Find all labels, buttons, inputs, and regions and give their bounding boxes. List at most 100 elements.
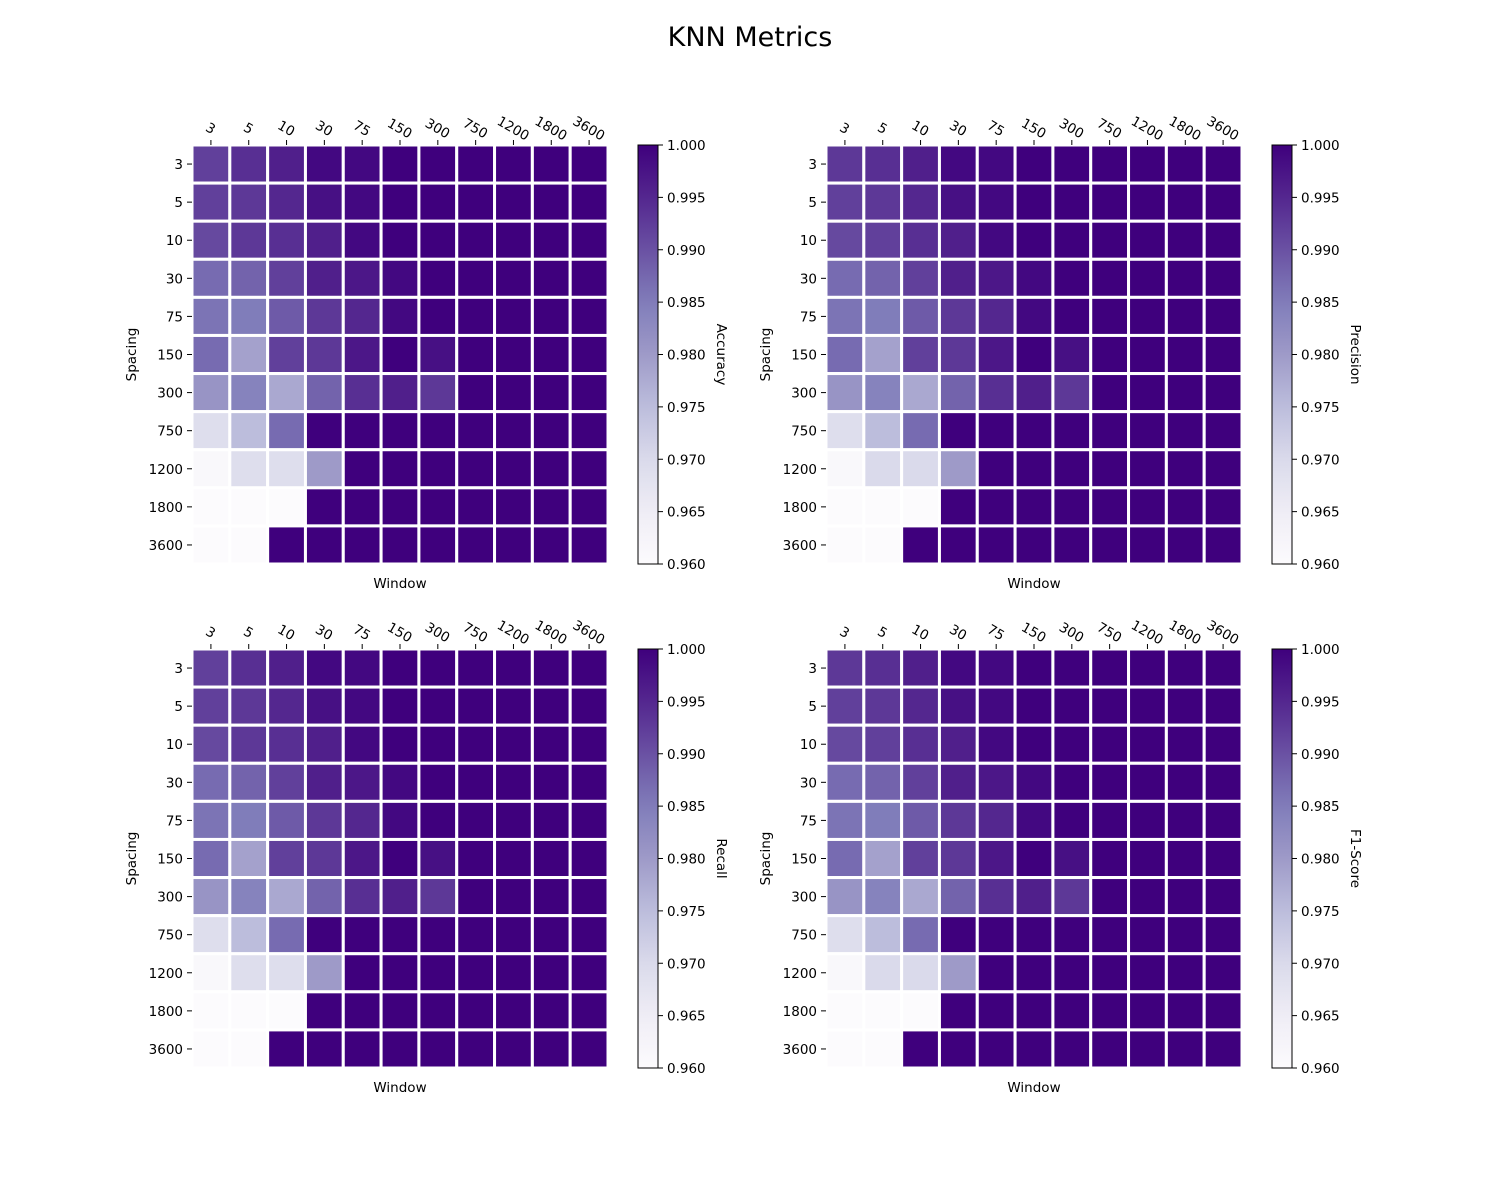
heatmap-cell (900, 914, 941, 956)
heatmap-cell (1089, 295, 1131, 337)
heatmap-cell (937, 410, 979, 452)
heatmap-cell (568, 837, 610, 880)
heatmap-cell (379, 1028, 421, 1070)
heatmap-cell (900, 372, 941, 414)
heatmap-cell (341, 181, 383, 223)
heatmap-cell (266, 410, 307, 452)
heatmap-cell (455, 143, 497, 185)
heatmap-cell (493, 295, 534, 337)
heatmap-cell (862, 524, 904, 566)
heatmap-cell (530, 448, 572, 490)
heatmap-cell (530, 486, 572, 528)
y-tick-label: 75 (800, 813, 817, 829)
heatmap-cell (937, 723, 979, 765)
heatmap-cell (1051, 837, 1093, 880)
heatmap-cell (568, 143, 610, 185)
y-tick-label: 30 (800, 775, 817, 791)
y-tick-label: 3 (808, 661, 817, 677)
heatmap-cell (975, 181, 1017, 223)
heatmap-cell (862, 333, 904, 376)
y-tick-label: 150 (157, 852, 183, 868)
heatmap-panels: 3 5 10 30 75 150 300 750 1200 1800 3600 3 5 10 30 75 150… (124, 113, 1363, 1096)
heatmap-cell (379, 333, 421, 376)
y-tick-label: 750 (791, 424, 817, 440)
heatmap-cell (379, 524, 421, 566)
heatmap-cell (417, 723, 459, 765)
heatmap-cell (900, 685, 941, 727)
heatmap-cell (455, 448, 497, 490)
y-tick-label: 1200 (783, 462, 817, 478)
heatmap-cell (417, 799, 459, 841)
heatmap-cell (530, 181, 572, 223)
y-tick-label: 5 (174, 699, 183, 715)
heatmap-cell (493, 761, 534, 803)
heatmap-cell (1051, 181, 1093, 223)
heatmap-cell (1013, 990, 1055, 1032)
colorbar-tick-label: 0.960 (1301, 557, 1340, 573)
heatmap-cell (417, 837, 459, 880)
heatmap-cell (530, 647, 572, 689)
heatmap-cell (1051, 990, 1093, 1032)
heatmap-cell (228, 410, 270, 452)
y-tick-label: 10 (800, 233, 817, 249)
heatmap-cell (1013, 647, 1055, 689)
heatmap-cell (937, 448, 979, 490)
heatmap-cell (1089, 990, 1131, 1032)
heatmap-cell (493, 799, 534, 841)
heatmap-cell (1164, 685, 1206, 727)
heatmap-cell (1013, 143, 1055, 185)
heatmap-cell (493, 876, 534, 918)
heatmap-cell (493, 685, 534, 727)
colorbar-tick-label: 0.990 (1301, 747, 1340, 763)
y-tick-label: 75 (800, 309, 817, 325)
heatmap-cell (455, 410, 497, 452)
heatmap-cell (1051, 143, 1093, 185)
heatmap-cell (824, 723, 866, 765)
heatmap-cell (1013, 723, 1055, 765)
heatmap-cell (303, 837, 345, 880)
heatmap-cell (1202, 685, 1244, 727)
heatmap-cell (1202, 448, 1244, 490)
heatmap-cell (1089, 333, 1131, 376)
heatmap-cell (379, 219, 421, 261)
heatmap-cell (266, 486, 307, 528)
heatmap-cell (568, 761, 610, 803)
heatmap-cell (190, 952, 232, 994)
heatmap-cell (1202, 486, 1244, 528)
heatmap-cell (1013, 295, 1055, 337)
y-tick-label: 3600 (149, 538, 183, 554)
heatmap-cell (1089, 685, 1131, 727)
heatmap-cell (1127, 799, 1168, 841)
heatmap-cell (190, 761, 232, 803)
heatmap-cell (1089, 647, 1131, 689)
heatmap-cell (568, 799, 610, 841)
heatmap-cell (266, 761, 307, 803)
heatmap-cell (568, 876, 610, 918)
heatmap-cell (1164, 257, 1206, 299)
heatmap-cell (190, 448, 232, 490)
y-tick-label: 300 (791, 386, 817, 402)
heatmap-cell (900, 524, 941, 566)
heatmap-cell (266, 257, 307, 299)
heatmap-cell (417, 448, 459, 490)
heatmap-cell (975, 448, 1017, 490)
heatmap-cell (303, 219, 345, 261)
heatmap-cell (417, 914, 459, 956)
heatmap-cell (1013, 219, 1055, 261)
colorbar-tick-label: 1.000 (667, 138, 706, 154)
heatmap-cell (266, 372, 307, 414)
y-tick-label: 1200 (783, 966, 817, 982)
heatmap-cell (493, 914, 534, 956)
heatmap-cell (417, 876, 459, 918)
x-tick-label: 75 (350, 118, 373, 140)
y-axis-label: Spacing (124, 832, 140, 886)
heatmap-cell (379, 914, 421, 956)
heatmap-cell (900, 181, 941, 223)
heatmap-cell (1089, 761, 1131, 803)
heatmap-cell (862, 295, 904, 337)
heatmap-cell (530, 990, 572, 1032)
heatmap-cell (379, 685, 421, 727)
heatmap-cell (1202, 295, 1244, 337)
heatmap-cell (1089, 837, 1131, 880)
